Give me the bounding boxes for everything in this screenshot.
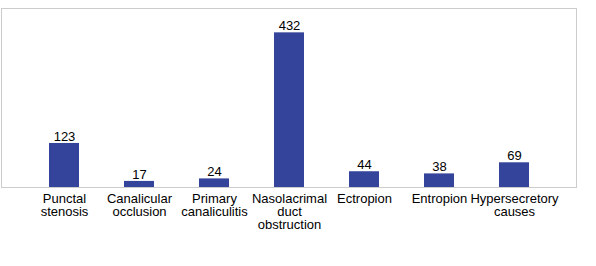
svg-text:123: 123 [54, 129, 76, 144]
svg-text:69: 69 [507, 148, 521, 163]
svg-text:Nasolacrimalductobstruction: Nasolacrimalductobstruction [252, 191, 327, 232]
svg-text:Canalicularocclusion: Canalicularocclusion [107, 191, 173, 219]
svg-text:38: 38 [432, 159, 446, 174]
svg-text:17: 17 [132, 167, 146, 182]
svg-text:Hypersecretorycauses: Hypersecretorycauses [470, 191, 559, 219]
svg-text:432: 432 [279, 18, 301, 33]
svg-text:Entropion: Entropion [412, 191, 468, 206]
svg-text:44: 44 [357, 157, 371, 172]
svg-text:Ectropion: Ectropion [337, 191, 392, 206]
svg-text:Primarycanaliculitis: Primarycanaliculitis [181, 191, 248, 219]
svg-text:24: 24 [207, 164, 221, 179]
svg-text:Punctalstenosis: Punctalstenosis [41, 191, 89, 219]
